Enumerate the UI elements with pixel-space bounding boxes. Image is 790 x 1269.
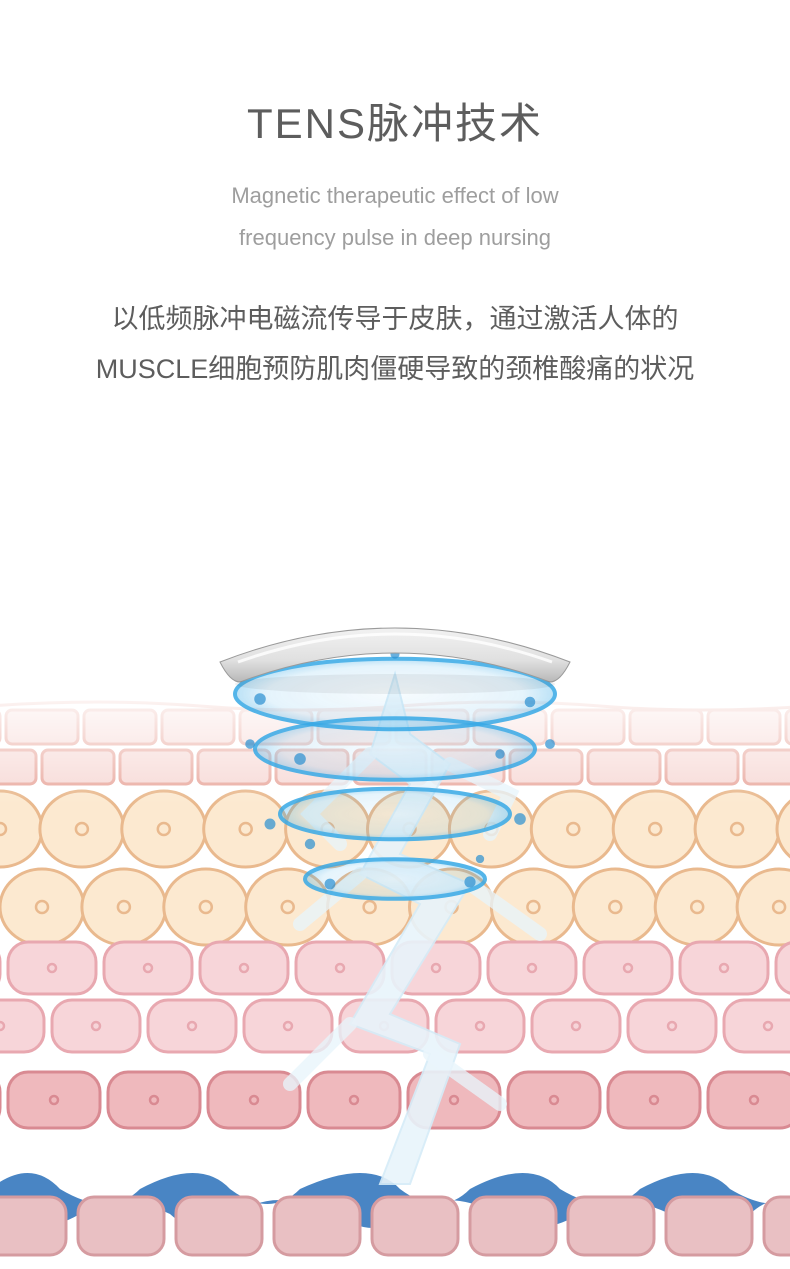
subtitle-line-1: Magnetic therapeutic effect of low bbox=[0, 175, 790, 217]
description: 以低频脉冲电磁流传导于皮肤，通过激活人体的MUSCLE细胞预防肌肉僵硬导致的颈椎… bbox=[0, 295, 790, 395]
skin-diagram bbox=[0, 584, 790, 1264]
subtitle: Magnetic therapeutic effect of low frequ… bbox=[0, 175, 790, 259]
page-title: TENS脉冲技术 bbox=[0, 90, 790, 151]
subtitle-line-2: frequency pulse in deep nursing bbox=[0, 217, 790, 259]
